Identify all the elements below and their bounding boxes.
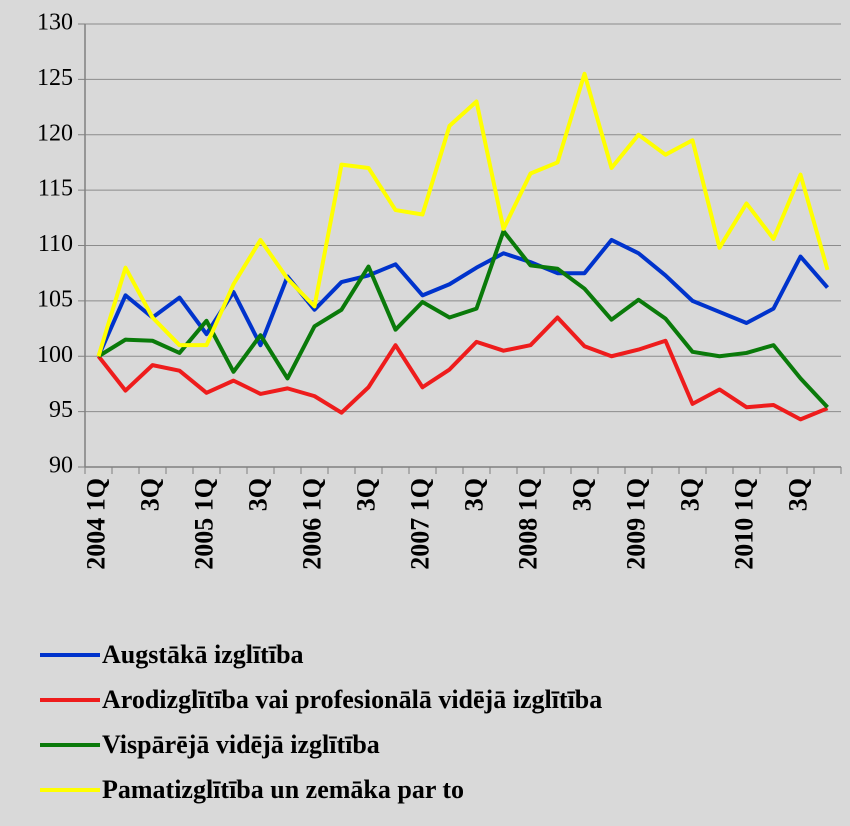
x-tick-label: 3Q [243,478,272,511]
x-tick-label: 3Q [783,478,812,511]
y-tick-label: 120 [37,120,73,146]
x-tick-label: 2006 1Q [297,478,326,570]
x-tick-label: 3Q [459,478,488,511]
x-tick-label: 3Q [351,478,380,511]
y-tick-label: 105 [37,286,73,312]
y-tick-label: 100 [37,342,73,368]
series-line [96,315,829,422]
series-line [96,71,830,357]
y-tick-label: 90 [49,453,73,479]
x-tick-label: 3Q [675,478,704,511]
x-tick-label: 2005 1Q [189,478,218,570]
x-tick-label: 3Q [567,478,596,511]
legend-label: Pamatizglītība un zemāka par to [102,775,464,804]
x-tick-label: 2004 1Q [81,478,110,570]
x-tick-label: 2008 1Q [513,478,542,570]
y-tick-label: 115 [38,176,73,202]
legend-label: Vispārējā vidējā izglītība [102,730,380,759]
x-tick-label: 2010 1Q [729,478,758,570]
y-tick-label: 95 [49,397,73,423]
y-tick-label: 125 [37,65,73,91]
legend-label: Arodizglītība vai profesionālā vidējā iz… [102,685,602,714]
x-tick-label: 2009 1Q [621,478,650,570]
y-tick-label: 130 [37,10,73,36]
series-line [97,229,829,409]
x-tick-label: 3Q [135,478,164,511]
x-tick-label: 2007 1Q [405,478,434,570]
legend-label: Augstākā izglītība [102,640,304,669]
y-tick-label: 110 [38,231,73,257]
